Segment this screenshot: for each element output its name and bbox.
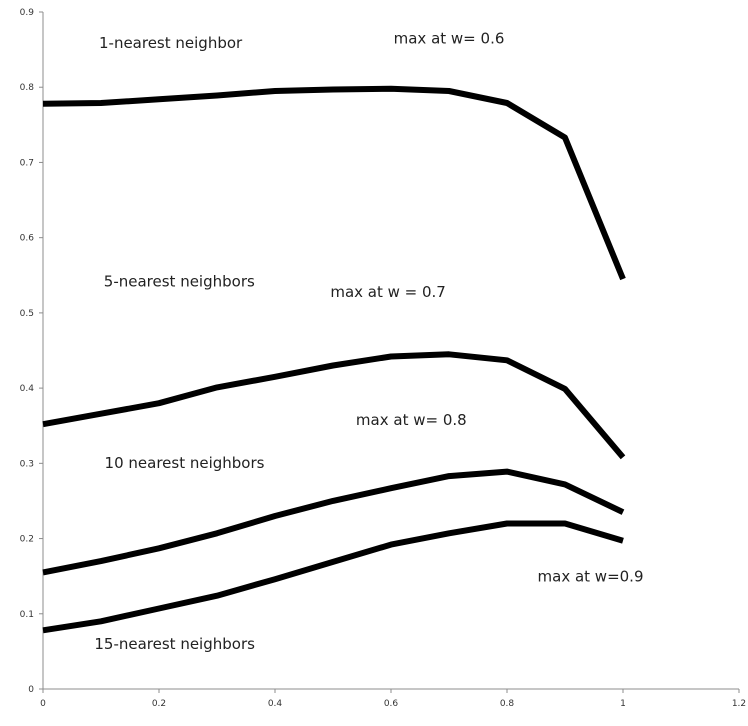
x-tick-label: 0.2 xyxy=(152,699,166,709)
y-tick-label: 0.6 xyxy=(20,234,35,244)
annotations: 1-nearest neighbor max at w= 0.6 5-nearest… xyxy=(94,30,643,654)
y-tick-label: 0.1 xyxy=(20,610,34,620)
annotation-label: max at w = 0.7 xyxy=(330,283,446,301)
y-tick-label: 0.5 xyxy=(20,309,34,319)
y-tick-label: 0.3 xyxy=(20,459,34,469)
annotation-label: max at w= 0.6 xyxy=(394,30,505,48)
y-tick-label: 0.8 xyxy=(20,83,35,93)
annotation-label: 15-nearest neighbors xyxy=(94,635,255,653)
x-tick-label: 0 xyxy=(40,699,46,709)
annotation-label: 1-nearest neighbor xyxy=(99,34,243,52)
y-tick-label: 0.2 xyxy=(20,535,34,545)
x-tick-label: 1 xyxy=(620,699,626,709)
series-line-2 xyxy=(42,351,626,460)
annotation-label: 10 nearest neighbors xyxy=(105,454,265,472)
y-tick-label: 0.7 xyxy=(20,158,34,168)
y-tick-label: 0.4 xyxy=(20,384,35,394)
x-tick-label: 0.6 xyxy=(384,699,399,709)
y-tick-label: 0.9 xyxy=(20,8,35,18)
axes xyxy=(39,11,740,693)
series-line-3 xyxy=(42,468,625,576)
annotation-label: max at w= 0.8 xyxy=(356,411,467,429)
x-tick-label: 0.8 xyxy=(500,699,515,709)
series-line-1 xyxy=(42,85,626,281)
y-tick-label: 0 xyxy=(28,685,34,695)
x-tick-label: 1.2 xyxy=(732,699,746,709)
series-line-4 xyxy=(42,520,624,634)
series-lines xyxy=(42,85,626,634)
x-tick-label: 0.4 xyxy=(268,699,283,709)
annotation-label: 5-nearest neighbors xyxy=(104,273,255,291)
annotation-label: max at w=0.9 xyxy=(538,567,644,585)
tick-labels: 0 0.1 0.2 0.3 0.4 0.5 0.6 0.7 0.8 0.9 0 0.2 0.4 0.6 0.… xyxy=(20,8,746,709)
